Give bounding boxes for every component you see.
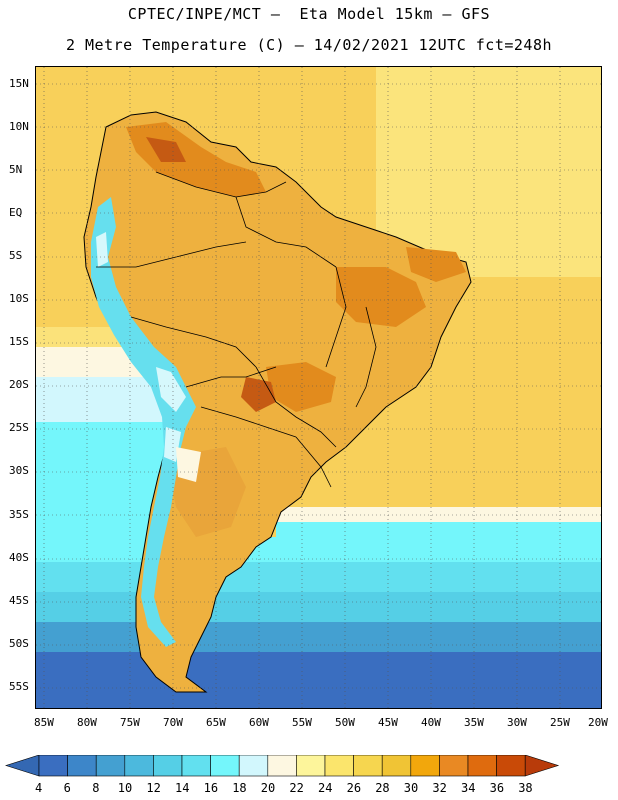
lon-label: 50W [335,716,355,729]
map-title-line-2: 2 Metre Temperature (C) — 14/02/2021 12U… [65,36,553,54]
colorbar-label: 38 [518,781,533,795]
hot-zone-east-brazil [336,267,426,327]
lon-label: 30W [507,716,527,729]
graticule [36,67,601,708]
colorbar-swatch [381,755,412,777]
colorbar-label: 34 [461,781,476,795]
ocean-band-pacific-cold [36,422,171,502]
colorbar-label: 20 [260,781,276,795]
lon-label: 60W [249,716,269,729]
colorbar-swatch [467,755,497,777]
colorbar-swatch [439,755,469,777]
very-hot-zone-chaco [241,377,276,412]
lat-label: 15S [9,335,29,348]
colorbar-label: 6 [63,781,71,795]
hot-zone-central [266,362,336,412]
lat-label: 20S [9,378,29,391]
colorbar-low-arrow [5,755,40,777]
colorbar-label: 18 [232,781,247,795]
colorbar-label: 8 [92,781,100,795]
temperature-field-svg [36,67,601,708]
lat-label: 30S [9,464,29,477]
hot-zone-northeast [406,247,466,282]
andes-peak-altiplano [156,367,186,412]
colorbar-label: 26 [346,781,362,795]
colorbar-label: 36 [489,781,505,795]
colorbar-swatch [95,755,126,777]
lat-label: 15N [9,77,29,90]
country-borders [96,171,377,488]
lon-label: 35W [464,716,484,729]
colorbar-swatch [153,755,183,777]
colorbar-label: 16 [203,781,219,795]
lat-label: 50S [9,637,29,650]
lon-label: 55W [292,716,312,729]
ocean-band-south-6 [36,652,601,708]
colorbar-label: 28 [375,781,390,795]
lat-label: 45S [9,594,29,607]
map-title-line-1: CPTEC/INPE/MCT — Eta Model 15km — GFS [127,5,491,23]
lon-label: 65W [206,716,226,729]
colorbar-swatch [181,755,211,777]
colorbar-swatch [38,755,68,777]
andes-peak-north [96,232,108,267]
colorbar-swatch [210,755,240,777]
colorbar-swatch [67,755,97,777]
very-hot-zone-north [146,137,186,162]
colorbar-swatch [496,755,526,777]
colorbar-swatch [410,755,440,777]
lat-label: 10S [9,292,29,305]
lon-label: 40W [421,716,441,729]
lat-label: 10N [9,120,29,133]
colorbar-label: 12 [146,781,161,795]
colorbar-label: 10 [117,781,133,795]
lat-label: 5N [9,163,23,176]
lon-label: 80W [77,716,97,729]
lon-label: 25W [550,716,570,729]
lon-label: 75W [120,716,140,729]
andes-cold-strip [91,197,196,647]
colorbar-swatch [296,755,326,777]
lon-label: 20W [588,716,608,729]
lon-label: 85W [34,716,54,729]
lon-label: 70W [163,716,183,729]
lat-label: 25S [9,421,29,434]
lat-label: EQ [9,206,23,219]
colorbar-label: 4 [35,781,43,795]
colorbar-swatch [238,755,269,777]
lat-label: 5S [9,249,23,262]
colorbar-swatch [267,755,297,777]
colorbar-swatch [324,755,354,777]
colorbar-label: 24 [318,781,333,795]
ocean-band-south-14 [36,592,601,627]
ocean-band-east [376,67,601,277]
colorbar-swatch [353,755,383,777]
lat-label: 40S [9,551,29,564]
colorbar-high-arrow [524,755,560,777]
colorbar-label: 30 [403,781,419,795]
temperature-colorbar [5,755,560,777]
colorbar-swatch [124,755,154,777]
temperature-map [35,66,602,709]
lat-label: 35S [9,508,29,521]
colorbar-label: 32 [432,781,447,795]
lat-label: 55S [9,680,29,693]
colorbar-label: 14 [175,781,190,795]
plateau-pale-zone [176,447,201,482]
lon-label: 45W [378,716,398,729]
colorbar-label: 22 [289,781,304,795]
